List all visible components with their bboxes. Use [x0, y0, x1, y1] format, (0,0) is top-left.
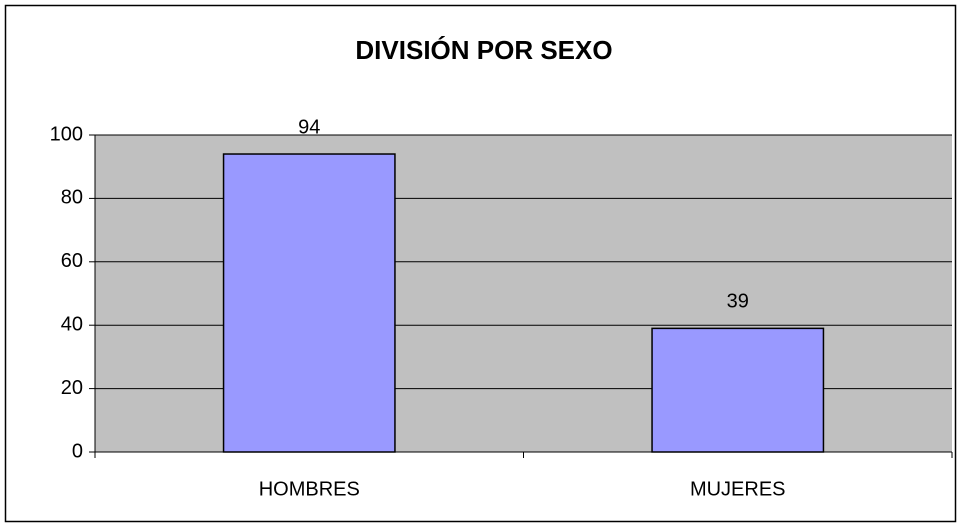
chart-title: DIVISIÓN POR SEXO [355, 35, 612, 65]
x-tick-label: MUJERES [690, 478, 786, 500]
y-tick-label: 80 [61, 187, 83, 209]
bar [651, 327, 825, 453]
y-tick-label: 60 [61, 250, 83, 272]
bar [222, 153, 396, 453]
y-tick-label: 40 [61, 313, 83, 335]
data-label: 94 [298, 116, 320, 138]
y-tick-label: 20 [61, 377, 83, 399]
data-label: 39 [727, 291, 749, 313]
x-tick-label: HOMBRES [259, 478, 360, 500]
y-tick-label: 100 [50, 123, 83, 145]
y-tick-label: 0 [72, 440, 83, 462]
